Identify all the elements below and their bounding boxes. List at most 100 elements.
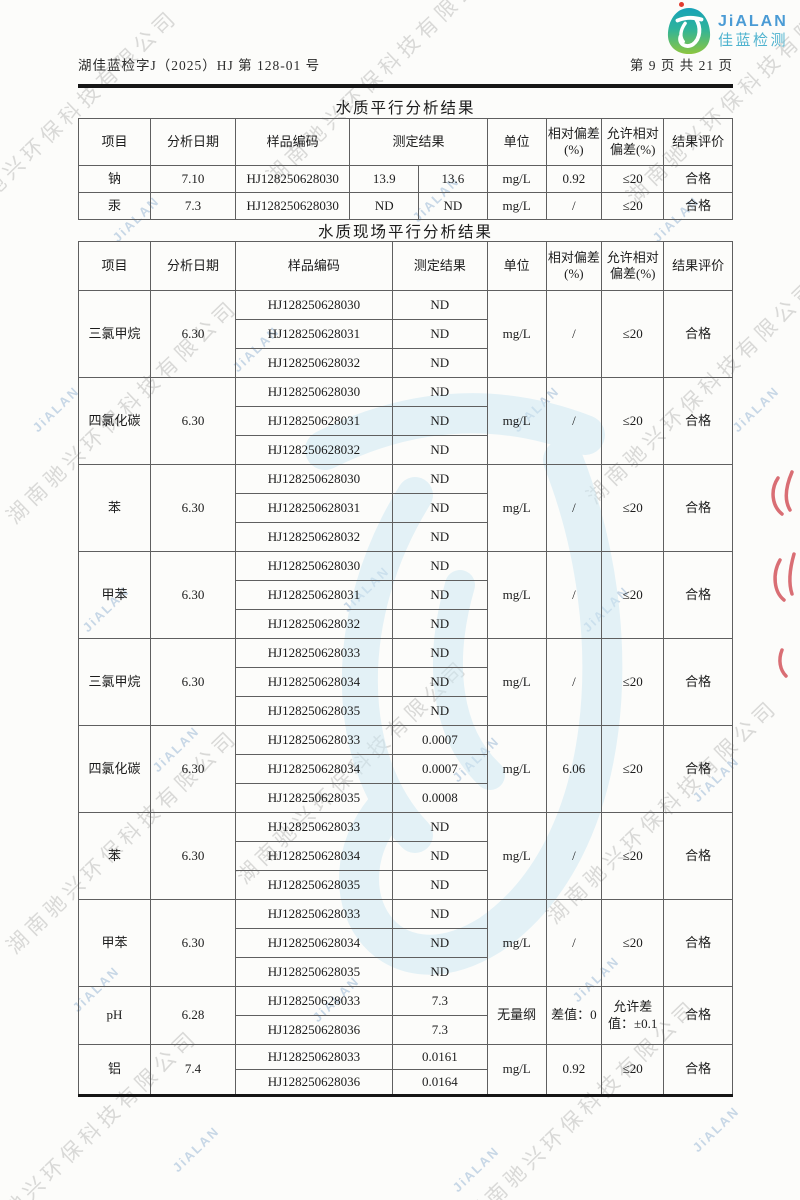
result-cell: 0.0164 (391, 1069, 488, 1095)
allowed-deviation-cell: ≤20 (601, 165, 665, 193)
table-row: HJ128250628035 0.0008 (79, 783, 733, 813)
unit-cell: mg/L (486, 812, 547, 900)
table-row: 苯 6.30 HJ128250628033 ND mg/L / ≤20 合格 (78, 812, 733, 900)
table-row: HJ128250628031 ND (79, 493, 733, 523)
item-cell: 四氯化碳 (78, 377, 151, 465)
table-row: pH 6.28 HJ128250628033 7.3 无量纲 差值：0 允许差 值：±0.1… (78, 986, 733, 1045)
result-cell: ND (391, 464, 488, 494)
sample-code-cell: HJ128250628030 (234, 192, 351, 220)
relative-deviation-cell: / (545, 377, 603, 465)
evaluation-cell: 合格 (663, 1044, 733, 1095)
unit-cell: mg/L (486, 192, 547, 220)
date-cell: 6.30 (149, 290, 236, 378)
column-header: 单位 (486, 118, 547, 166)
sample-code-cell: HJ128250628031 (234, 406, 393, 436)
allowed-deviation-cell: ≤20 (601, 290, 665, 378)
sample-code-cell: HJ128250628030 (234, 377, 393, 407)
sample-code-cell: HJ128250628031 (234, 580, 393, 610)
sample-code-cell: HJ128250628032 (234, 609, 393, 639)
allowed-deviation-cell: ≤20 (601, 377, 665, 465)
header-row: 项目 分析日期 样品编码 测定结果 单位 相对偏差 (%) 允许相对 偏差(%) 结果评价 (78, 241, 733, 291)
result-cell: ND (391, 609, 488, 639)
sample-code-cell: HJ128250628032 (234, 522, 393, 552)
date-cell: 6.30 (149, 377, 236, 465)
watermark-brand-text: JiALAN (729, 383, 783, 435)
allowed-deviation-cell: ≤20 (601, 464, 665, 552)
column-header: 结果评价 (663, 118, 733, 166)
result-cell: ND (391, 435, 488, 465)
table2-title: 水质现场平行分析结果 (317, 224, 493, 241)
date-cell: 7.4 (149, 1044, 236, 1095)
result-cell: ND (391, 928, 488, 958)
sample-code-cell: HJ128250628032 (234, 348, 393, 378)
allowed-deviation-cell: ≤20 (601, 192, 665, 220)
item-cell: 苯 (78, 812, 151, 900)
result-cell: 0.0007 (391, 754, 488, 784)
evaluation-cell: 合格 (663, 551, 733, 639)
table-row: HJ128250628031 ND (79, 319, 733, 349)
table-row: HJ128250628034 ND (79, 928, 733, 958)
relative-deviation-cell: 差值：0 (545, 986, 603, 1045)
result-cell: ND (391, 551, 488, 581)
table-row: HJ128250628034 ND (79, 841, 733, 871)
table-row: 苯 6.30 HJ128250628030 ND mg/L / ≤20 合格 (78, 464, 733, 552)
table-row: HJ128250628035 ND (79, 957, 733, 987)
relative-deviation-cell: / (545, 899, 603, 987)
result-cell: ND (391, 899, 488, 929)
relative-deviation-cell: 0.92 (545, 165, 603, 193)
result-cell: 13.9 (349, 165, 420, 193)
table-row: 四氯化碳 6.30 HJ128250628030 ND mg/L / ≤20 合格 (78, 377, 733, 465)
relative-deviation-cell: / (545, 812, 603, 900)
sample-code-cell: HJ128250628034 (234, 754, 393, 784)
date-cell: 7.10 (149, 165, 236, 193)
result-cell: ND (418, 192, 488, 220)
result-cell: ND (391, 696, 488, 726)
watermark-brand-text: JiALAN (449, 1143, 503, 1195)
relative-deviation-cell: 6.06 (545, 725, 603, 813)
unit-cell: 无量纲 (486, 986, 547, 1045)
evaluation-cell: 合格 (663, 899, 733, 987)
sample-code-cell: HJ128250628031 (234, 319, 393, 349)
sample-code-cell: HJ128250628030 (234, 464, 393, 494)
watermark-brand-text: JiALAN (29, 383, 83, 435)
date-cell: 7.3 (149, 192, 236, 220)
date-cell: 6.30 (149, 812, 236, 900)
allowed-deviation-cell: ≤20 (601, 899, 665, 987)
column-header: 单位 (486, 241, 547, 291)
brand-dot-icon (678, 2, 684, 7)
red-stamp-fragment-icon (771, 470, 796, 678)
table-row: HJ128250628036 7.3 (79, 1015, 733, 1045)
column-header: 项目 (78, 241, 151, 291)
brand-latin: JiALAN (717, 12, 788, 30)
table2-bottom-rule (78, 1094, 733, 1097)
evaluation-cell: 合格 (663, 192, 733, 220)
evaluation-cell: 合格 (663, 377, 733, 465)
evaluation-cell: 合格 (663, 638, 733, 726)
column-header: 相对偏差 (%) (545, 118, 603, 166)
result-cell: ND (391, 319, 488, 349)
evaluation-cell: 合格 (663, 812, 733, 900)
result-cell: 0.0161 (391, 1044, 488, 1070)
allowed-deviation-cell: 允许差 值：±0.1 (601, 986, 665, 1045)
sample-code-cell: HJ128250628031 (234, 493, 393, 523)
date-cell: 6.30 (149, 551, 236, 639)
column-header: 样品编码 (234, 118, 351, 166)
result-cell: ND (391, 841, 488, 871)
unit-cell: mg/L (486, 638, 547, 726)
company-logo: JiALAN 佳蓝检测 (666, 2, 788, 56)
allowed-deviation-cell: ≤20 (601, 725, 665, 813)
result-cell: ND (391, 522, 488, 552)
item-cell: 甲苯 (78, 551, 151, 639)
result-cell: ND (391, 348, 488, 378)
evaluation-cell: 合格 (663, 290, 733, 378)
table-row: HJ128250628035 ND (79, 696, 733, 726)
sample-code-cell: HJ128250628034 (234, 928, 393, 958)
table-row: 四氯化碳 6.30 HJ128250628033 0.0007 mg/L 6.06 ≤20 合… (78, 725, 733, 813)
evaluation-cell: 合格 (663, 986, 733, 1045)
table-row: 钠 7.10 HJ128250628030 13.9 13.6 mg/L 0.92 ≤20 合格 (78, 165, 733, 193)
unit-cell: mg/L (486, 1044, 547, 1095)
table-row: HJ128250628034 0.0007 (79, 754, 733, 784)
relative-deviation-cell: / (545, 638, 603, 726)
table-row: 三氯甲烷 6.30 HJ128250628030 ND mg/L / ≤20 合格 (78, 290, 733, 378)
sample-code-cell: HJ128250628035 (234, 783, 393, 813)
